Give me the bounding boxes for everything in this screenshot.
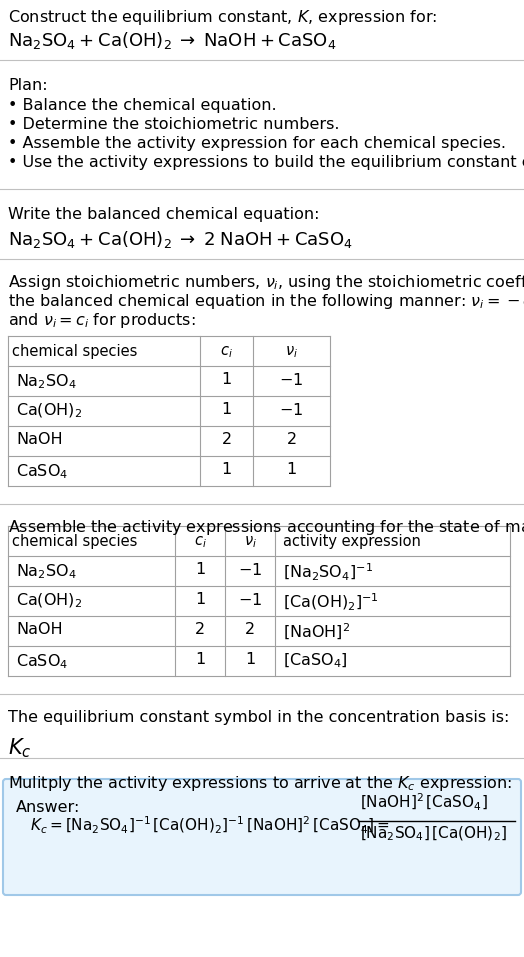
Text: $\mathrm{Na_2SO_4}$: $\mathrm{Na_2SO_4}$ (16, 562, 77, 581)
Text: $c_i$: $c_i$ (220, 344, 233, 360)
Text: $K_c = [\mathrm{Na_2SO_4}]^{-1}\,[\mathrm{Ca(OH)_2}]^{-1}\,[\mathrm{NaOH}]^2\,[\: $K_c = [\mathrm{Na_2SO_4}]^{-1}\,[\mathr… (30, 815, 389, 836)
Text: • Assemble the activity expression for each chemical species.: • Assemble the activity expression for e… (8, 136, 506, 151)
Text: 1: 1 (221, 462, 232, 477)
Text: $\mathrm{Na_2SO_4 + Ca(OH)_2 \;\rightarrow\; 2\;NaOH + CaSO_4}$: $\mathrm{Na_2SO_4 + Ca(OH)_2 \;\rightarr… (8, 229, 353, 250)
Text: • Balance the chemical equation.: • Balance the chemical equation. (8, 98, 277, 113)
Text: the balanced chemical equation in the following manner: $\nu_i = -c_i$ for react: the balanced chemical equation in the fo… (8, 292, 524, 311)
Text: 1: 1 (245, 652, 255, 667)
Text: 1: 1 (221, 372, 232, 387)
Text: $-1$: $-1$ (279, 372, 303, 388)
Text: $\mathrm{CaSO_4}$: $\mathrm{CaSO_4}$ (16, 652, 68, 671)
Text: 1: 1 (195, 562, 205, 577)
Text: $-1$: $-1$ (279, 402, 303, 418)
Text: 2: 2 (287, 432, 297, 447)
Text: $\nu_i$: $\nu_i$ (285, 344, 298, 360)
Text: Plan:: Plan: (8, 78, 48, 93)
Text: $\mathrm{Ca(OH)_2}$: $\mathrm{Ca(OH)_2}$ (16, 402, 82, 420)
Text: $\mathrm{Ca(OH)_2}$: $\mathrm{Ca(OH)_2}$ (16, 592, 82, 611)
Text: Write the balanced chemical equation:: Write the balanced chemical equation: (8, 207, 320, 222)
Text: $[\mathrm{NaOH}]^2\,[\mathrm{CaSO_4}]$: $[\mathrm{NaOH}]^2\,[\mathrm{CaSO_4}]$ (360, 791, 488, 813)
Text: 1: 1 (287, 462, 297, 477)
Text: 2: 2 (222, 432, 232, 447)
Text: $\mathrm{CaSO_4}$: $\mathrm{CaSO_4}$ (16, 462, 68, 480)
Text: 1: 1 (221, 402, 232, 417)
FancyBboxPatch shape (3, 779, 521, 895)
Text: $K_c$: $K_c$ (8, 736, 31, 760)
Text: $c_i$: $c_i$ (193, 534, 206, 549)
Text: Construct the equilibrium constant, $K$, expression for:: Construct the equilibrium constant, $K$,… (8, 8, 438, 27)
Text: 2: 2 (245, 622, 255, 637)
Text: $[\mathrm{NaOH}]^2$: $[\mathrm{NaOH}]^2$ (283, 622, 350, 642)
Text: $\nu_i$: $\nu_i$ (244, 534, 256, 549)
Text: $-1$: $-1$ (238, 592, 262, 608)
Text: Assemble the activity expressions accounting for the state of matter and $\nu_i$: Assemble the activity expressions accoun… (8, 518, 524, 537)
Text: • Use the activity expressions to build the equilibrium constant expression.: • Use the activity expressions to build … (8, 155, 524, 170)
Text: 1: 1 (195, 592, 205, 607)
Text: Assign stoichiometric numbers, $\nu_i$, using the stoichiometric coefficients, $: Assign stoichiometric numbers, $\nu_i$, … (8, 273, 524, 292)
Text: 1: 1 (195, 652, 205, 667)
Text: and $\nu_i = c_i$ for products:: and $\nu_i = c_i$ for products: (8, 311, 195, 330)
Text: 2: 2 (195, 622, 205, 637)
Text: $[\mathrm{Na_2SO_4}]^{-1}$: $[\mathrm{Na_2SO_4}]^{-1}$ (283, 562, 373, 583)
Text: • Determine the stoichiometric numbers.: • Determine the stoichiometric numbers. (8, 117, 340, 132)
Text: NaOH: NaOH (16, 432, 63, 447)
Text: chemical species: chemical species (12, 344, 137, 359)
Text: $\mathrm{Na_2SO_4}$: $\mathrm{Na_2SO_4}$ (16, 372, 77, 390)
Text: The equilibrium constant symbol in the concentration basis is:: The equilibrium constant symbol in the c… (8, 710, 509, 725)
Text: $[\mathrm{Na_2SO_4}]\,[\mathrm{Ca(OH)_2}]$: $[\mathrm{Na_2SO_4}]\,[\mathrm{Ca(OH)_2}… (360, 825, 507, 843)
Text: Answer:: Answer: (16, 800, 80, 815)
Text: $\mathrm{Na_2SO_4 + Ca(OH)_2 \;\rightarrow\; NaOH + CaSO_4}$: $\mathrm{Na_2SO_4 + Ca(OH)_2 \;\rightarr… (8, 30, 336, 51)
Text: $[\mathrm{CaSO_4}]$: $[\mathrm{CaSO_4}]$ (283, 652, 347, 671)
Text: chemical species: chemical species (12, 534, 137, 549)
Text: NaOH: NaOH (16, 622, 63, 637)
Text: activity expression: activity expression (283, 534, 421, 549)
Text: Mulitply the activity expressions to arrive at the $K_c$ expression:: Mulitply the activity expressions to arr… (8, 774, 512, 793)
Text: $[\mathrm{Ca(OH)_2}]^{-1}$: $[\mathrm{Ca(OH)_2}]^{-1}$ (283, 592, 379, 613)
Text: $-1$: $-1$ (238, 562, 262, 578)
